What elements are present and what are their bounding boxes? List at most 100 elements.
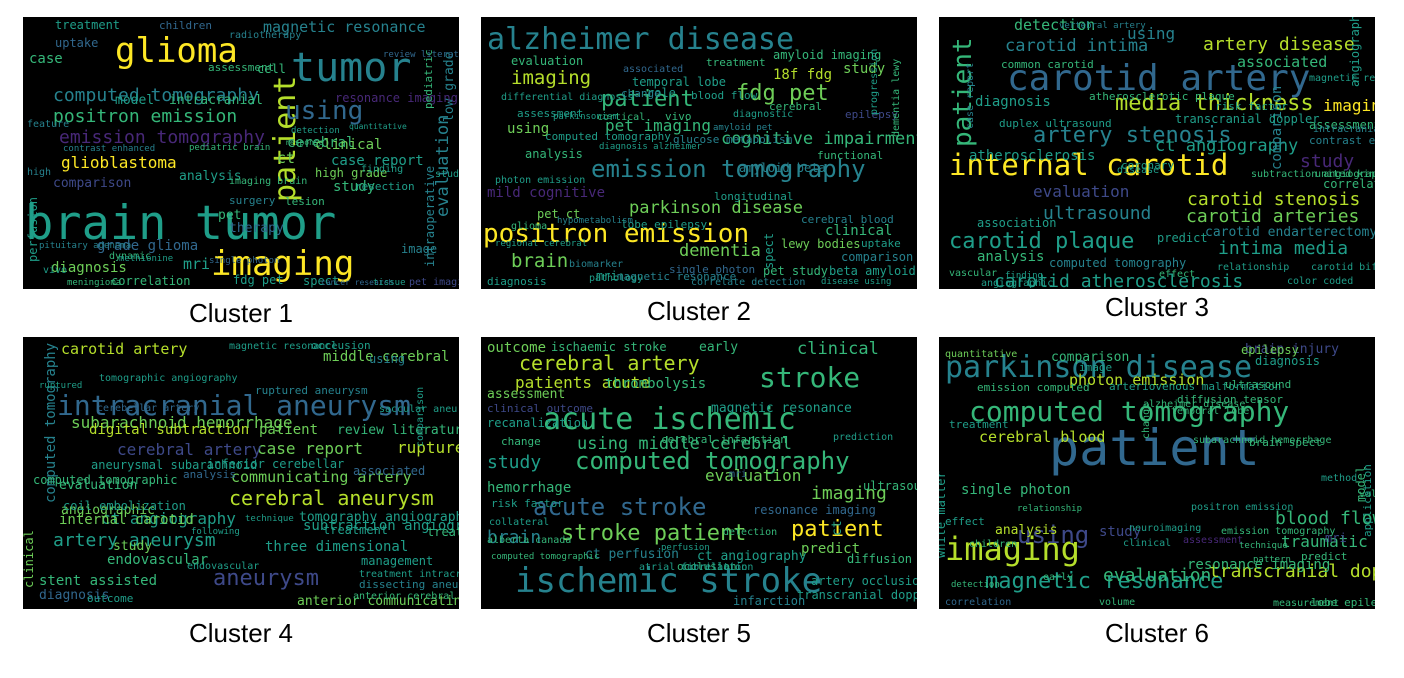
- word-cloud-term: computed tomography: [53, 85, 259, 106]
- word-cloud-term: brain: [487, 527, 541, 548]
- word-cloud-term: lobe epilepsy: [1311, 596, 1375, 609]
- word-cloud-term: pet ct: [537, 207, 580, 221]
- word-cloud-term: resonance imaging: [1187, 557, 1330, 573]
- word-cloud-term: association: [977, 216, 1056, 230]
- word-cloud-2: alzheimer disease positron emission emissi…: [481, 17, 917, 289]
- word-cloud-term: cerebral blood: [979, 428, 1105, 446]
- word-cloud-term: correlate detection: [691, 277, 805, 288]
- word-cloud-term: comparison: [415, 387, 426, 447]
- word-cloud-term: magnetic resonance: [711, 401, 852, 416]
- word-cloud-term: alzheimer disease: [1143, 399, 1245, 410]
- word-cloud-term: using: [369, 352, 405, 366]
- word-cloud-term: media thickness: [1115, 91, 1314, 116]
- word-cloud-term: carotid endarterectomy: [1205, 225, 1375, 240]
- word-cloud-term: regional cerebral: [495, 239, 587, 249]
- word-cloud-term: emission computed: [977, 381, 1090, 394]
- word-cloud-term: transcranial doppler: [1175, 112, 1320, 126]
- word-cloud-term: intracranial: [1313, 124, 1375, 135]
- word-cloud-term: computed tomography: [545, 130, 671, 143]
- word-cloud-term: angiography: [1348, 17, 1362, 87]
- word-cloud-term: ultrasound: [1043, 203, 1151, 224]
- word-cloud-term: endovascular: [107, 552, 208, 568]
- word-cloud-term: pediatric: [422, 49, 435, 109]
- word-cloud-term: finding: [361, 164, 403, 175]
- word-cloud-term: tumor: [291, 45, 411, 91]
- word-cloud-term: computed tomographic: [33, 473, 178, 487]
- word-cloud-term: review literature: [337, 423, 459, 438]
- word-cloud-term: diagnosis: [487, 275, 547, 288]
- word-cloud-term: lewy bodies: [781, 237, 860, 251]
- word-cloud-term: model: [1354, 466, 1368, 502]
- word-cloud-term: ct perfusion: [585, 547, 679, 562]
- word-cloud-term: dissecting aneurysm: [359, 578, 459, 591]
- word-cloud-term: change: [1141, 403, 1152, 439]
- word-cloud-term: diffusion tensor: [1177, 393, 1283, 406]
- word-cloud-term: intima media: [1218, 238, 1348, 259]
- word-cloud-term: spect: [303, 274, 339, 288]
- word-cloud-term: method: [1321, 473, 1357, 484]
- word-cloud-term: coil embolization: [63, 499, 186, 513]
- word-cloud-term: resonance imaging: [335, 91, 458, 105]
- word-cloud-term: subarachnoid hemorrhage: [1193, 435, 1331, 446]
- word-cloud-term: artery disease: [1203, 34, 1355, 55]
- word-cloud-term: detection: [951, 580, 1000, 590]
- word-cloud-term: united kingdom: [1315, 169, 1375, 180]
- word-cloud-term: perfusion: [661, 543, 710, 553]
- word-cloud-term: subtraction angiography: [1251, 169, 1375, 180]
- word-cloud-term: pattern: [1253, 555, 1291, 565]
- word-cloud-term: evaluation: [511, 54, 583, 68]
- word-cloud-term: duplex ultrasound: [999, 117, 1112, 130]
- word-cloud-term: three dimensional: [265, 539, 408, 555]
- word-cloud-term: alzheimer disease: [487, 22, 794, 57]
- word-cloud-term: methionine: [119, 254, 173, 264]
- word-cloud-4-canvas: intracranial aneurysm cerebral aneurysm an…: [23, 339, 459, 609]
- word-cloud-term: analysis: [977, 249, 1044, 265]
- word-cloud-term: imaging: [511, 67, 591, 89]
- word-cloud-term: middle cerebral: [323, 349, 449, 365]
- word-cloud-term: detection: [291, 126, 340, 136]
- word-cloud-term: hemorrhage: [487, 480, 571, 496]
- word-cloud-term: therapy: [229, 221, 284, 236]
- word-cloud-term: vivo: [43, 265, 67, 276]
- word-cloud-term: analysis: [995, 523, 1058, 538]
- word-cloud-term: amyloid beta: [739, 161, 826, 175]
- word-cloud-term: ct angiography: [1155, 136, 1298, 156]
- word-cloud-term: parkinson disease: [629, 198, 803, 218]
- word-cloud-term: temporal lobe: [1171, 406, 1249, 417]
- word-cloud-term: longitudinal: [714, 190, 793, 203]
- word-cloud-term: carotid plaque: [949, 229, 1134, 254]
- word-cloud-term: ultrasound: [1225, 378, 1291, 391]
- word-cloud-term: ct angiography: [101, 509, 236, 528]
- word-cloud-term: pet imaging: [409, 277, 459, 288]
- word-cloud-term: perfusion: [26, 197, 40, 262]
- word-cloud-term: cortical: [597, 112, 645, 123]
- word-cloud-term: carotid atherosclerosis: [994, 271, 1243, 289]
- word-cloud-term: artery aneurysm: [53, 530, 216, 551]
- word-cloud-term: assessment: [1183, 535, 1243, 546]
- word-cloud-term: internal carotid: [59, 512, 194, 528]
- word-cloud-term: lobe epilepsy: [621, 218, 707, 231]
- word-cloud-term: study: [333, 179, 375, 195]
- word-cloud-term: white matter: [939, 471, 948, 558]
- word-cloud-term: clinical: [1123, 538, 1171, 549]
- word-cloud-term: image: [401, 242, 437, 256]
- word-cloud-term: risk factor: [491, 497, 564, 510]
- word-cloud-term: infarction: [733, 594, 805, 608]
- word-cloud-term: acute ischemic: [543, 402, 796, 437]
- word-cloud-term: angiographic: [981, 278, 1053, 289]
- word-cloud-term: 18f fdg: [773, 67, 832, 83]
- word-cloud-term: correlation: [1323, 177, 1375, 191]
- word-cloud-term: case report: [965, 63, 976, 129]
- word-cloud-term: blood flow: [691, 89, 758, 102]
- word-cloud-term: ischemic stroke: [515, 561, 822, 601]
- word-cloud-term: magnetic resonance: [263, 18, 426, 36]
- word-cloud-term: emission tomography: [591, 155, 866, 183]
- word-cloud-term: patient: [601, 87, 694, 112]
- word-cloud-term: single photon: [961, 482, 1071, 498]
- word-cloud-term: cerebellar artery: [97, 403, 199, 414]
- word-cloud-term: diagnosis: [975, 94, 1051, 110]
- word-cloud-term: technique: [245, 514, 294, 524]
- word-cloud-term: evaluation: [433, 115, 453, 217]
- word-cloud-term: hypometabolism: [557, 216, 633, 226]
- word-cloud-term: carotid intima: [1005, 36, 1148, 56]
